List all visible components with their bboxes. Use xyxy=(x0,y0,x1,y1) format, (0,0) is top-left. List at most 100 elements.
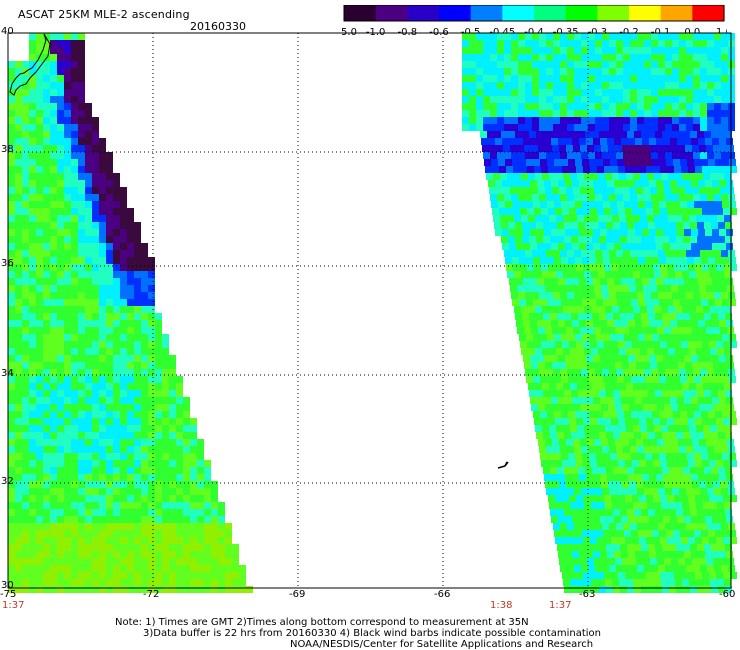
swath-cell xyxy=(57,89,64,96)
swath-cell xyxy=(536,131,543,138)
swath-cell xyxy=(577,215,584,222)
swath-cell xyxy=(546,47,553,54)
swath-cell xyxy=(498,159,505,166)
swath-cell xyxy=(726,397,733,404)
swath-cell xyxy=(626,173,633,180)
swath-cell xyxy=(532,96,539,103)
swath-cell xyxy=(658,250,665,257)
swath-cell xyxy=(623,292,630,299)
swath-cell xyxy=(127,572,134,579)
swath-cell xyxy=(630,565,637,572)
swath-cell xyxy=(547,299,554,306)
swath-cell xyxy=(483,110,490,117)
swath-cell xyxy=(534,166,541,173)
swath-cell xyxy=(190,544,197,551)
swath-cell xyxy=(704,131,711,138)
swath-cell xyxy=(523,180,530,187)
swath-cell xyxy=(15,208,22,215)
swath-cell xyxy=(120,586,127,593)
swath-cell xyxy=(553,96,560,103)
swath-cell xyxy=(15,152,22,159)
swath-cell xyxy=(155,558,162,565)
swath-cell xyxy=(587,404,594,411)
swath-cell xyxy=(595,124,602,131)
swath-cell xyxy=(134,488,141,495)
swath-cell xyxy=(651,68,658,75)
swath-cell xyxy=(15,509,22,516)
swath-cell xyxy=(64,418,71,425)
swath-cell xyxy=(518,96,525,103)
lat-label-36: 36 xyxy=(1,258,14,269)
swath-cell xyxy=(574,446,581,453)
swath-cell xyxy=(549,348,556,355)
swath-cell xyxy=(588,47,595,54)
swath-cell xyxy=(714,68,721,75)
swath-cell xyxy=(588,61,595,68)
swath-cell xyxy=(64,488,71,495)
swath-cell xyxy=(71,229,78,236)
swath-cell xyxy=(561,201,568,208)
swath-cell xyxy=(99,439,106,446)
swath-cell xyxy=(8,404,15,411)
swath-cell xyxy=(36,306,43,313)
swath-cell xyxy=(566,285,573,292)
swath-cell xyxy=(71,306,78,313)
swath-cell xyxy=(514,271,521,278)
swath-cell xyxy=(655,390,662,397)
swath-cell xyxy=(719,516,726,523)
swath-cell xyxy=(623,54,630,61)
swath-cell xyxy=(577,502,584,509)
swath-cell xyxy=(8,390,15,397)
swath-cell xyxy=(15,138,22,145)
swath-cell xyxy=(71,439,78,446)
swath-cell xyxy=(677,355,684,362)
swath-cell xyxy=(127,523,134,530)
swath-cell xyxy=(619,271,626,278)
swath-cell xyxy=(43,355,50,362)
swath-cell xyxy=(620,509,627,516)
swath-cell xyxy=(71,201,78,208)
swath-cell xyxy=(697,313,704,320)
swath-cell xyxy=(29,327,36,334)
swath-cell xyxy=(106,208,113,215)
swath-cell xyxy=(621,474,628,481)
swath-cell xyxy=(522,313,529,320)
swath-cell xyxy=(148,278,155,285)
swath-cell xyxy=(721,117,728,124)
swath-cell xyxy=(106,502,113,509)
swath-cell xyxy=(211,509,218,516)
swath-cell xyxy=(64,96,71,103)
swath-cell xyxy=(92,565,99,572)
swath-cell xyxy=(134,243,141,250)
swath-cell xyxy=(567,124,574,131)
swath-cell xyxy=(43,229,50,236)
swath-cell xyxy=(637,117,644,124)
swath-cell xyxy=(497,33,504,40)
swath-cell xyxy=(127,516,134,523)
swath-cell xyxy=(560,194,567,201)
swath-cell xyxy=(538,285,545,292)
swath-cell xyxy=(524,327,531,334)
swath-cell xyxy=(555,460,562,467)
swath-cell xyxy=(78,453,85,460)
swath-cell xyxy=(50,257,57,264)
swath-cell xyxy=(99,327,106,334)
swath-cell xyxy=(532,82,539,89)
swath-cell xyxy=(78,285,85,292)
swath-cell xyxy=(78,523,85,530)
swath-cell xyxy=(672,75,679,82)
swath-cell xyxy=(665,68,672,75)
swath-cell xyxy=(8,362,15,369)
swath-cell xyxy=(8,327,15,334)
swath-cell xyxy=(8,278,15,285)
swath-cell xyxy=(721,124,728,131)
swath-cell xyxy=(29,257,36,264)
swath-cell xyxy=(591,579,598,586)
swath-cell xyxy=(621,355,628,362)
swath-cell xyxy=(120,481,127,488)
swath-cell xyxy=(22,299,29,306)
swath-cell xyxy=(639,418,646,425)
swath-cell xyxy=(691,355,698,362)
swath-cell xyxy=(78,530,85,537)
swath-cell xyxy=(127,383,134,390)
